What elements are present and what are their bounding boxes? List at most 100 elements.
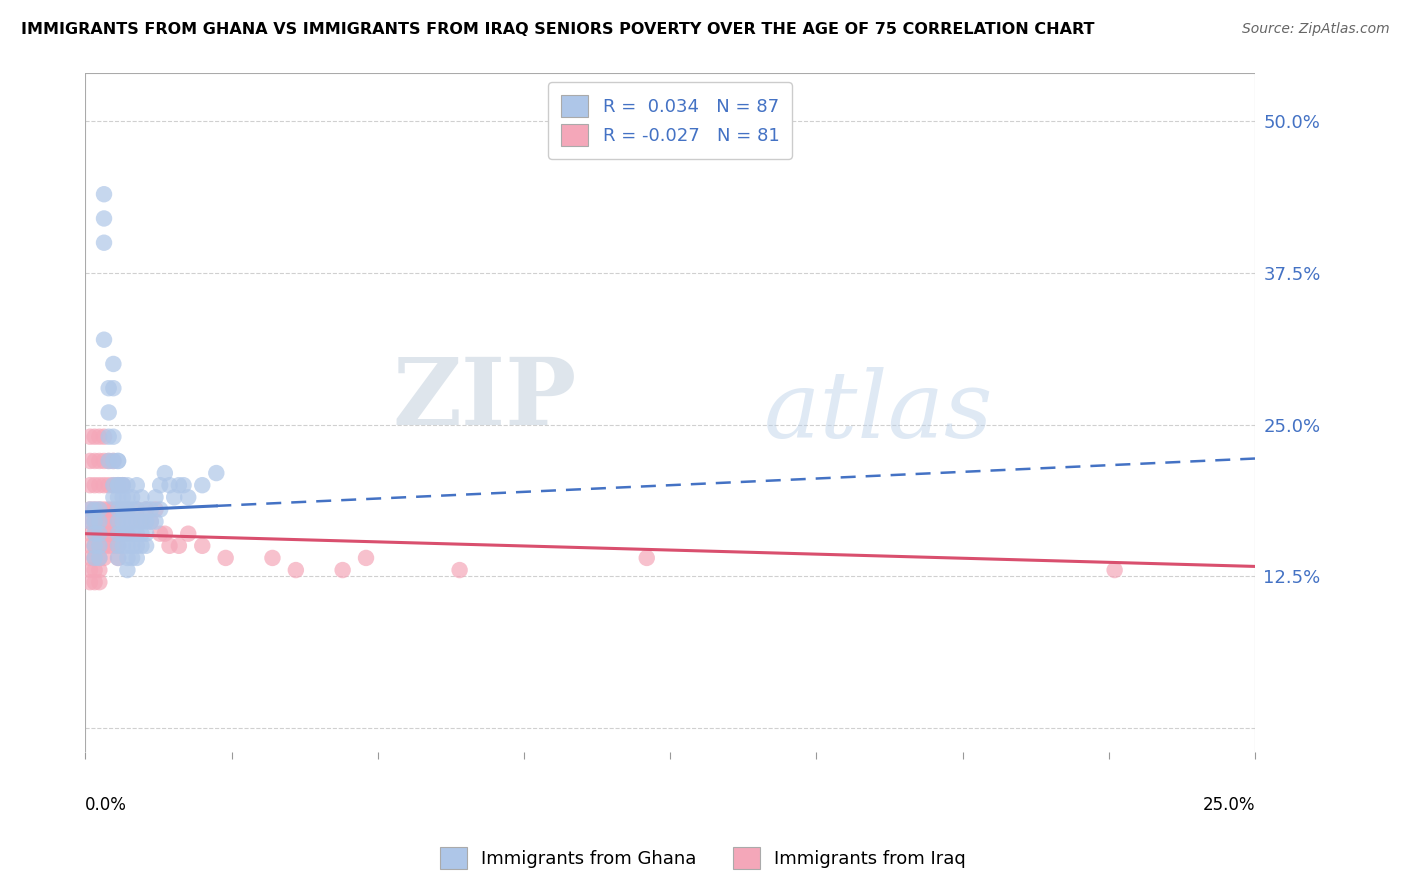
Text: 25.0%: 25.0% bbox=[1202, 796, 1256, 814]
Point bbox=[111, 539, 134, 553]
Point bbox=[125, 526, 148, 541]
Point bbox=[107, 515, 129, 529]
Point bbox=[117, 563, 139, 577]
Legend: Immigrants from Ghana, Immigrants from Iraq: Immigrants from Ghana, Immigrants from I… bbox=[430, 838, 976, 879]
Point bbox=[117, 550, 139, 565]
Point bbox=[159, 539, 181, 553]
Text: atlas: atlas bbox=[763, 368, 993, 458]
Point bbox=[135, 502, 157, 516]
Point bbox=[97, 454, 120, 468]
Point bbox=[79, 575, 101, 590]
Text: IMMIGRANTS FROM GHANA VS IMMIGRANTS FROM IRAQ SENIORS POVERTY OVER THE AGE OF 75: IMMIGRANTS FROM GHANA VS IMMIGRANTS FROM… bbox=[21, 22, 1095, 37]
Point bbox=[93, 515, 115, 529]
Point bbox=[1104, 563, 1126, 577]
Point bbox=[89, 563, 111, 577]
Point bbox=[79, 515, 101, 529]
Point bbox=[214, 550, 236, 565]
Point bbox=[173, 478, 195, 492]
Point bbox=[89, 550, 111, 565]
Point bbox=[131, 526, 153, 541]
Point bbox=[354, 550, 377, 565]
Point bbox=[103, 454, 125, 468]
Point bbox=[103, 357, 125, 371]
Point bbox=[153, 466, 176, 480]
Point bbox=[121, 491, 143, 505]
Point bbox=[93, 454, 115, 468]
Point bbox=[93, 430, 115, 444]
Point bbox=[103, 491, 125, 505]
Point bbox=[107, 478, 129, 492]
Point bbox=[97, 526, 120, 541]
Point bbox=[79, 478, 101, 492]
Point bbox=[89, 478, 111, 492]
Point bbox=[97, 502, 120, 516]
Point bbox=[89, 550, 111, 565]
Point bbox=[89, 502, 111, 516]
Point bbox=[97, 539, 120, 553]
Point bbox=[117, 526, 139, 541]
Point bbox=[111, 478, 134, 492]
Text: ZIP: ZIP bbox=[392, 354, 576, 444]
Point bbox=[89, 539, 111, 553]
Point bbox=[93, 550, 115, 565]
Point bbox=[107, 491, 129, 505]
Point bbox=[125, 502, 148, 516]
Point bbox=[107, 478, 129, 492]
Point bbox=[262, 550, 284, 565]
Point bbox=[97, 430, 120, 444]
Point bbox=[97, 454, 120, 468]
Point bbox=[111, 478, 134, 492]
Point bbox=[125, 502, 148, 516]
Point bbox=[93, 539, 115, 553]
Point bbox=[107, 502, 129, 516]
Point bbox=[107, 539, 129, 553]
Point bbox=[83, 515, 105, 529]
Point bbox=[89, 539, 111, 553]
Point bbox=[89, 515, 111, 529]
Point bbox=[125, 550, 148, 565]
Point bbox=[103, 478, 125, 492]
Point bbox=[117, 539, 139, 553]
Point bbox=[121, 515, 143, 529]
Point bbox=[139, 515, 162, 529]
Point bbox=[117, 478, 139, 492]
Point bbox=[111, 515, 134, 529]
Point bbox=[89, 430, 111, 444]
Point bbox=[103, 478, 125, 492]
Point bbox=[131, 515, 153, 529]
Point bbox=[111, 478, 134, 492]
Point bbox=[135, 539, 157, 553]
Point bbox=[89, 454, 111, 468]
Point bbox=[111, 491, 134, 505]
Point bbox=[103, 515, 125, 529]
Point bbox=[89, 502, 111, 516]
Point bbox=[89, 515, 111, 529]
Point bbox=[177, 526, 200, 541]
Point bbox=[284, 563, 307, 577]
Point bbox=[205, 466, 228, 480]
Point bbox=[149, 502, 172, 516]
Point bbox=[93, 211, 115, 226]
Point bbox=[449, 563, 471, 577]
Point bbox=[83, 430, 105, 444]
Point bbox=[103, 381, 125, 395]
Point bbox=[167, 478, 190, 492]
Point bbox=[107, 515, 129, 529]
Point bbox=[121, 502, 143, 516]
Point bbox=[83, 502, 105, 516]
Point bbox=[83, 550, 105, 565]
Legend: R =  0.034   N = 87, R = -0.027   N = 81: R = 0.034 N = 87, R = -0.027 N = 81 bbox=[548, 82, 792, 159]
Point bbox=[332, 563, 354, 577]
Point bbox=[107, 550, 129, 565]
Point bbox=[83, 575, 105, 590]
Point bbox=[159, 478, 181, 492]
Point bbox=[79, 430, 101, 444]
Point bbox=[121, 539, 143, 553]
Point bbox=[83, 454, 105, 468]
Point bbox=[111, 502, 134, 516]
Point bbox=[117, 502, 139, 516]
Point bbox=[107, 502, 129, 516]
Point bbox=[83, 515, 105, 529]
Point bbox=[111, 502, 134, 516]
Point bbox=[79, 526, 101, 541]
